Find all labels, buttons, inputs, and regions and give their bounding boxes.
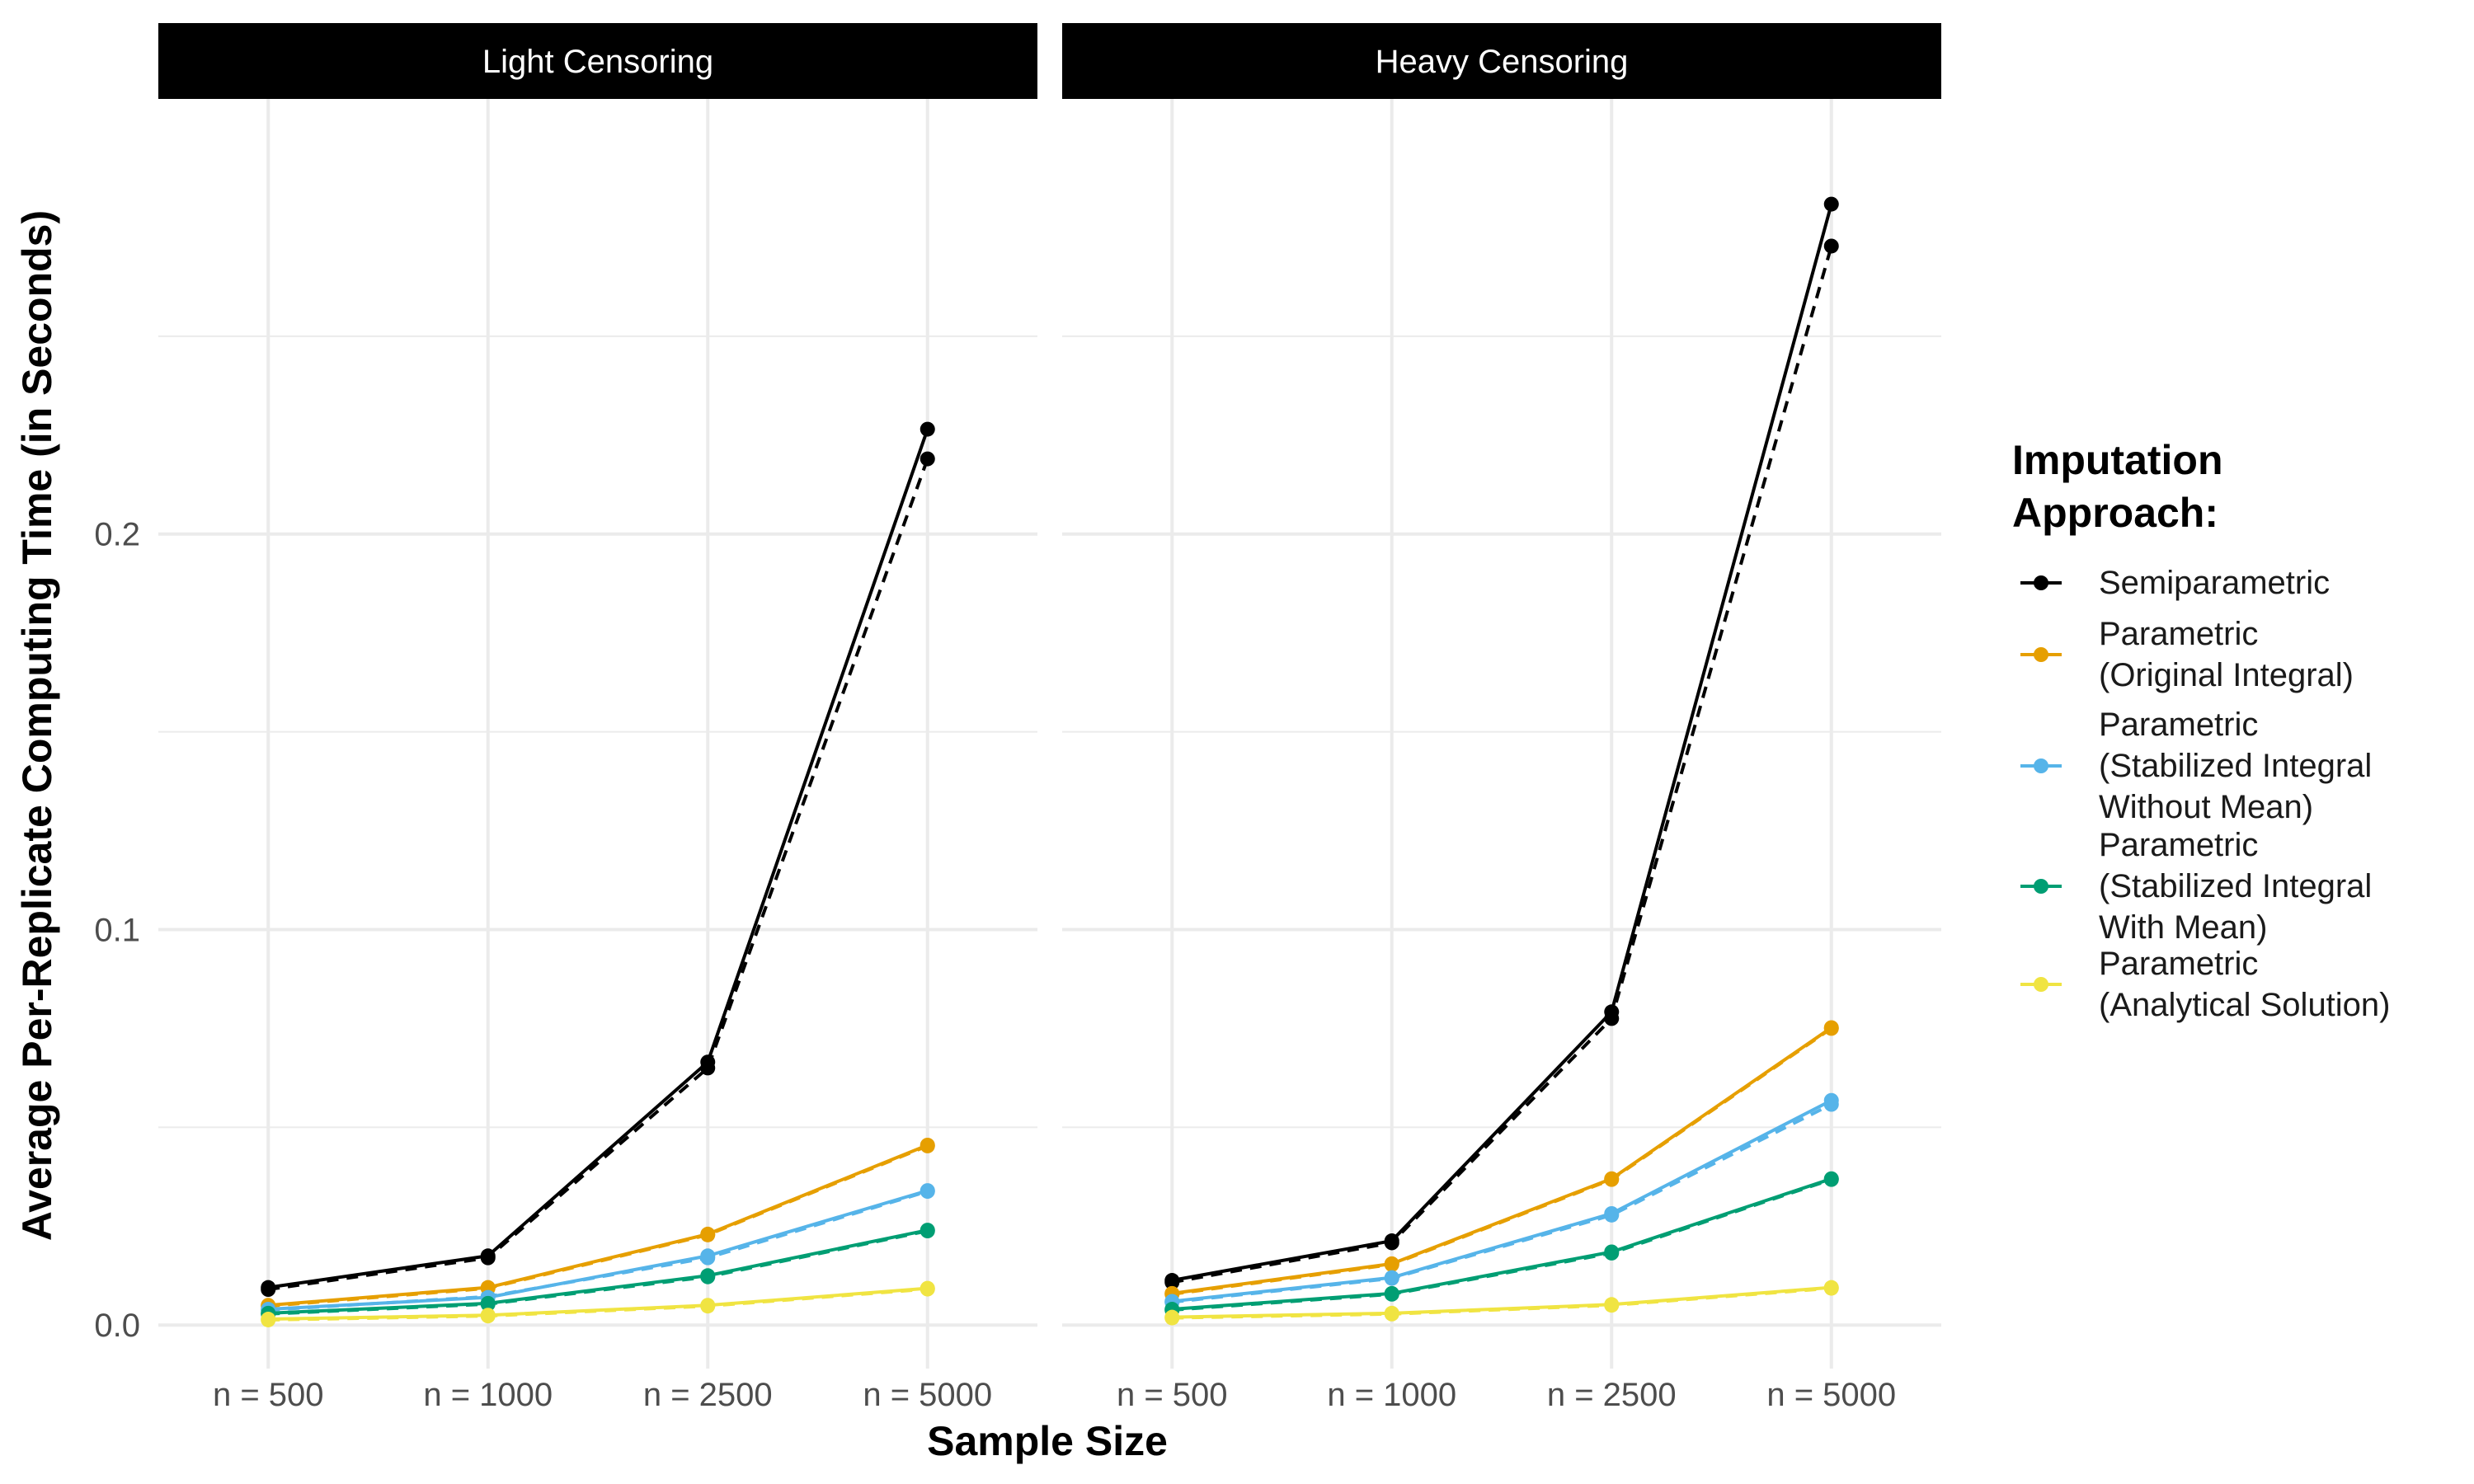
y-axis-title: Average Per-Replicate Computing Time (in… xyxy=(14,210,60,1241)
panel-strip xyxy=(1062,23,1941,99)
legend-entry: Parametric (Analytical Solution) xyxy=(2020,946,2391,1023)
legend-title: Imputation xyxy=(2012,437,2223,483)
data-point xyxy=(920,421,935,437)
legend-entry: Semiparametric xyxy=(2020,565,2330,601)
legend-key-point xyxy=(2034,879,2048,894)
data-point xyxy=(1604,1171,1620,1186)
x-tick-label: n = 5000 xyxy=(863,1377,992,1413)
panel-strip xyxy=(158,23,1037,99)
data-point xyxy=(700,1054,716,1070)
data-point xyxy=(700,1298,716,1313)
series-line-solid xyxy=(1171,204,1833,1282)
data-point xyxy=(480,1308,496,1323)
data-point xyxy=(1164,1309,1180,1325)
x-tick-label: n = 1000 xyxy=(1327,1377,1456,1413)
data-point xyxy=(1604,1004,1620,1020)
data-point xyxy=(1823,1092,1839,1108)
data-point xyxy=(700,1268,716,1284)
legend-label: (Stabilized Integral xyxy=(2099,748,2372,784)
data-point xyxy=(1164,1273,1180,1289)
series-line-solid xyxy=(268,1144,929,1308)
x-tick-label: n = 2500 xyxy=(1547,1377,1677,1413)
series-line-dashed xyxy=(1171,245,1833,1284)
data-point xyxy=(920,1137,935,1153)
series-line-solid xyxy=(1172,1098,1832,1303)
series-line-solid xyxy=(268,1189,929,1312)
legend-label: Parametric xyxy=(2099,946,2258,982)
legend-entry: Parametric (Stabilized Integral With Mean… xyxy=(2020,827,2372,946)
legend-label: Semiparametric xyxy=(2099,565,2330,601)
legend-label: Parametric xyxy=(2099,616,2258,652)
legend-label: Parametric xyxy=(2099,827,2258,863)
panel-title: Light Censoring xyxy=(482,44,713,80)
data-point xyxy=(920,1280,935,1296)
panel-title: Heavy Censoring xyxy=(1376,44,1629,80)
data-point xyxy=(1384,1233,1399,1249)
legend-entry: Parametric (Original Integral) xyxy=(2020,616,2354,693)
legend-title: Approach: xyxy=(2012,490,2218,536)
x-axis-title: Sample Size xyxy=(927,1418,1168,1464)
panel-1: Light Censoring n = 500 n = 1000 n = 2500 n … xyxy=(94,23,1037,1413)
data-point xyxy=(261,1312,276,1327)
data-point xyxy=(1604,1205,1620,1221)
y-tick-label: 0.2 xyxy=(94,517,140,553)
legend-label: With Mean) xyxy=(2099,909,2268,946)
legend-label: (Analytical Solution) xyxy=(2099,987,2391,1023)
data-point xyxy=(1384,1305,1399,1321)
data-point xyxy=(1823,238,1839,254)
legend-label: Without Mean) xyxy=(2099,789,2313,825)
panel-2: Heavy Censoring n = 500 n = 1000 n = 2500 n … xyxy=(1062,23,1941,1413)
legend-key-point xyxy=(2034,758,2048,773)
data-point xyxy=(480,1295,496,1311)
data-point xyxy=(1384,1270,1399,1285)
series-line-solid xyxy=(268,1286,928,1322)
legend-label: (Original Integral) xyxy=(2099,657,2354,693)
series-line-dashed xyxy=(267,458,929,1292)
legend-key-point xyxy=(2034,575,2048,590)
series-line-solid xyxy=(1172,1285,1832,1319)
series-line-solid xyxy=(1172,1176,1832,1312)
data-point xyxy=(1823,196,1839,212)
legend-entry: Parametric (Stabilized Integral Without Me… xyxy=(2020,707,2372,825)
legend-key-point xyxy=(2034,977,2048,992)
data-point xyxy=(920,1223,935,1238)
y-tick-label: 0.0 xyxy=(94,1308,140,1344)
series-line-solid xyxy=(268,1228,929,1315)
series-line-solid xyxy=(267,428,929,1289)
data-point xyxy=(1604,1244,1620,1260)
data-point xyxy=(1823,1280,1839,1295)
data-point xyxy=(920,1183,935,1199)
x-tick-label: n = 500 xyxy=(213,1377,324,1413)
data-point xyxy=(920,451,935,467)
data-point xyxy=(1823,1020,1839,1036)
data-point xyxy=(261,1280,276,1295)
series-line-solid xyxy=(1171,1026,1832,1295)
data-point xyxy=(1604,1297,1620,1313)
legend-label: (Stabilized Integral xyxy=(2099,868,2372,904)
data-point xyxy=(1384,1285,1399,1301)
y-tick-label: 0.1 xyxy=(94,912,140,948)
x-tick-label: n = 2500 xyxy=(643,1377,773,1413)
x-tick-label: n = 500 xyxy=(1117,1377,1228,1413)
data-point xyxy=(700,1226,716,1242)
data-point xyxy=(480,1248,496,1264)
legend: Imputation Approach: Semiparametric Paramet… xyxy=(2012,437,2391,1023)
x-tick-label: n = 1000 xyxy=(423,1377,553,1413)
legend-key-point xyxy=(2034,647,2048,662)
data-point xyxy=(1384,1256,1399,1271)
legend-label: Parametric xyxy=(2099,707,2258,743)
x-tick-label: n = 5000 xyxy=(1766,1377,1896,1413)
data-point xyxy=(700,1248,716,1264)
data-point xyxy=(1823,1171,1839,1186)
